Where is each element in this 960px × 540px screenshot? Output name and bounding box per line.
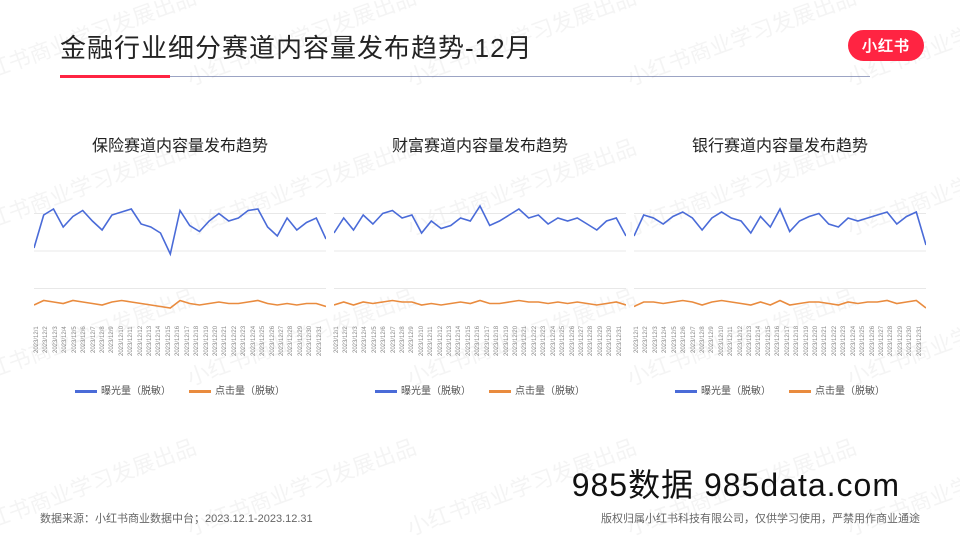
legend-item: 曝光量（脱敏） <box>75 382 171 397</box>
page-title: 金融行业细分赛道内容量发布趋势-12月 <box>60 28 900 65</box>
chart-area <box>34 176 326 326</box>
chart-panel: 保险赛道内容量发布趋势 2023/12/12023/12/22023/12/32… <box>34 132 326 397</box>
legend-item: 曝光量（脱敏） <box>375 382 471 397</box>
brand-logo: 小红书 <box>848 30 924 61</box>
legend-item: 点击量（脱敏） <box>489 382 585 397</box>
legend: 曝光量（脱敏） 点击量（脱敏） <box>634 382 926 397</box>
legend-item: 点击量（脱敏） <box>789 382 885 397</box>
series-exposure-line <box>34 209 326 254</box>
series-exposure-line <box>634 209 926 245</box>
footer: 数据来源：小红书商业数据中台；2023.12.1-2023.12.31 版权归属… <box>0 510 960 526</box>
title-underline <box>60 75 900 78</box>
chart-title: 财富赛道内容量发布趋势 <box>334 132 626 156</box>
chart-panel: 财富赛道内容量发布趋势 2023/12/12023/12/22023/12/32… <box>334 132 626 397</box>
chart-area <box>334 176 626 326</box>
header: 金融行业细分赛道内容量发布趋势-12月 小红书 <box>0 0 960 84</box>
chart-title: 保险赛道内容量发布趋势 <box>34 132 326 156</box>
legend: 曝光量（脱敏） 点击量（脱敏） <box>334 382 626 397</box>
footer-copyright: 版权归属小红书科技有限公司，仅供学习使用，严禁用作商业通途 <box>601 510 920 526</box>
x-axis: 2023/12/12023/12/22023/12/32023/12/42023… <box>34 326 326 372</box>
x-axis: 2023/12/12023/12/22023/12/32023/12/42023… <box>634 326 926 372</box>
legend: 曝光量（脱敏） 点击量（脱敏） <box>34 382 326 397</box>
x-axis: 2023/12/12023/12/22023/12/32023/12/42023… <box>334 326 626 372</box>
chart-panel: 银行赛道内容量发布趋势 2023/12/12023/12/22023/12/32… <box>634 132 926 397</box>
series-click-line <box>334 301 626 306</box>
chart-area <box>634 176 926 326</box>
series-click-line <box>634 301 926 309</box>
charts-row: 保险赛道内容量发布趋势 2023/12/12023/12/22023/12/32… <box>0 84 960 397</box>
chart-title: 银行赛道内容量发布趋势 <box>634 132 926 156</box>
legend-item: 曝光量（脱敏） <box>675 382 771 397</box>
series-click-line <box>34 301 326 309</box>
overlay-watermark: 985数据 985data.com <box>572 460 900 506</box>
legend-item: 点击量（脱敏） <box>189 382 285 397</box>
footer-source: 数据来源：小红书商业数据中台；2023.12.1-2023.12.31 <box>40 510 313 526</box>
series-exposure-line <box>334 206 626 236</box>
